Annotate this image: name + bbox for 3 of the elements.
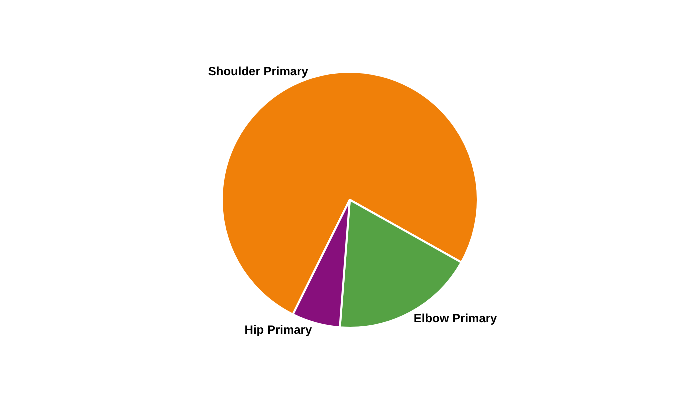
slice-label: Shoulder Primary (208, 64, 309, 78)
slice-label: Hip Primary (244, 322, 312, 337)
slice-label: Elbow Primary (414, 311, 498, 326)
